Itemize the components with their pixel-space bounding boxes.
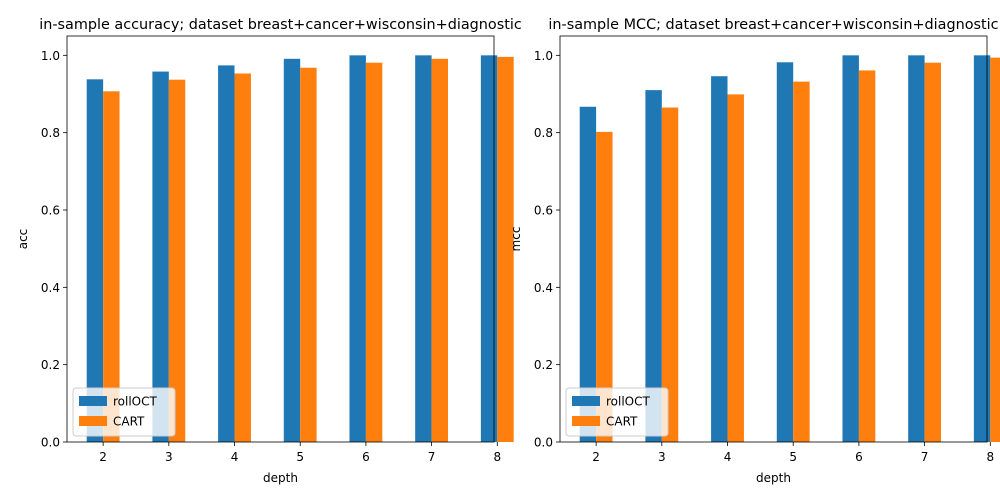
x-axis-label: depth <box>263 471 298 485</box>
x-tick-label: 2 <box>99 450 107 464</box>
legend-swatch-rolloct <box>79 396 107 406</box>
chart-title: in-sample accuracy; dataset breast+cance… <box>39 17 522 33</box>
legend-swatch-cart <box>79 416 107 426</box>
x-tick-label: 5 <box>789 450 797 464</box>
legend-label-rolloct: rollOCT <box>606 395 651 409</box>
bar-rolloct-depth-2 <box>579 106 597 442</box>
chart-title: in-sample MCC; dataset breast+cancer+wis… <box>548 17 998 33</box>
axes-frame <box>66 35 495 443</box>
bar-cart-depth-3 <box>168 79 186 442</box>
legend-label-cart: CART <box>113 415 145 429</box>
bar-rolloct-depth-3 <box>152 71 169 442</box>
bar-rolloct-depth-6 <box>349 55 366 442</box>
bar-cart-depth-8 <box>497 56 514 442</box>
legend-swatch-rolloct <box>572 396 600 406</box>
x-tick-label: 3 <box>165 450 173 464</box>
bar-cart-depth-5 <box>300 67 317 443</box>
y-tick-label: 0.6 <box>41 204 60 218</box>
bar-rolloct-depth-2 <box>86 79 104 442</box>
bar-rolloct-depth-7 <box>908 55 925 442</box>
x-tick-label: 4 <box>724 450 732 464</box>
bar-rolloct-depth-6 <box>842 55 859 442</box>
y-tick-label: 0.6 <box>534 204 553 218</box>
bar-rolloct-depth-4 <box>711 76 728 443</box>
legend-label-rolloct: rollOCT <box>113 395 158 409</box>
y-tick-label: 0.2 <box>41 358 60 372</box>
y-tick-label: 0.2 <box>534 358 553 372</box>
bar-rolloct-depth-8 <box>973 55 991 442</box>
bar-rolloct-depth-5 <box>283 58 301 443</box>
x-tick-label: 7 <box>428 450 436 464</box>
x-tick-label: 6 <box>855 450 863 464</box>
y-axis-label: acc <box>16 229 30 250</box>
bar-cart-depth-2 <box>596 131 613 442</box>
y-tick-label: 0.0 <box>41 436 60 450</box>
bar-rolloct-depth-7 <box>415 55 432 442</box>
x-tick-label: 8 <box>986 450 994 464</box>
bar-cart-depth-7 <box>924 62 942 443</box>
x-tick-label: 4 <box>231 450 239 464</box>
y-tick-label: 1.0 <box>41 49 60 63</box>
x-tick-label: 7 <box>921 450 929 464</box>
bar-cart-depth-2 <box>103 91 120 442</box>
y-tick-label: 0.8 <box>534 126 553 140</box>
y-axis-label: mcc <box>509 227 523 252</box>
chart-panel-2: 2 3 4 5 6 7 8 0.0 0.2 0.4 0.6 0.8 1.0 depth mcc in-samp… <box>509 17 1000 485</box>
legend-label-cart: CART <box>606 415 638 429</box>
x-tick-label: 5 <box>296 450 304 464</box>
bar-cart-depth-8 <box>990 57 1000 443</box>
y-tick-label: 0.0 <box>534 436 553 450</box>
y-tick-label: 0.8 <box>41 126 60 140</box>
y-tick-label: 0.4 <box>41 281 60 295</box>
bar-cart-depth-6 <box>858 70 876 442</box>
axes-frame <box>559 35 988 443</box>
x-axis-label: depth <box>756 471 791 485</box>
bar-rolloct-depth-5 <box>776 62 794 442</box>
bar-rolloct-depth-4 <box>218 65 235 442</box>
legend-swatch-cart <box>572 416 600 426</box>
bar-cart-depth-5 <box>793 81 810 442</box>
bar-cart-depth-3 <box>661 107 679 442</box>
y-tick-label: 1.0 <box>534 49 553 63</box>
x-tick-label: 2 <box>592 450 600 464</box>
x-tick-label: 6 <box>362 450 370 464</box>
bar-rolloct-depth-3 <box>645 90 662 442</box>
x-tick-label: 8 <box>493 450 501 464</box>
bar-rolloct-depth-8 <box>480 55 498 442</box>
chart-panel-1: 2 3 4 5 6 7 8 0.0 0.2 0.4 0.6 0.8 1.0 depth acc in-samp… <box>16 17 522 485</box>
bar-cart-depth-6 <box>365 62 383 443</box>
legend: rollOCT CART <box>565 387 669 437</box>
bar-cart-depth-4 <box>234 73 251 442</box>
y-tick-label: 0.4 <box>534 281 553 295</box>
legend: rollOCT CART <box>72 387 176 437</box>
bar-cart-depth-4 <box>727 94 744 442</box>
bar-cart-depth-7 <box>431 58 449 443</box>
x-tick-label: 3 <box>658 450 666 464</box>
